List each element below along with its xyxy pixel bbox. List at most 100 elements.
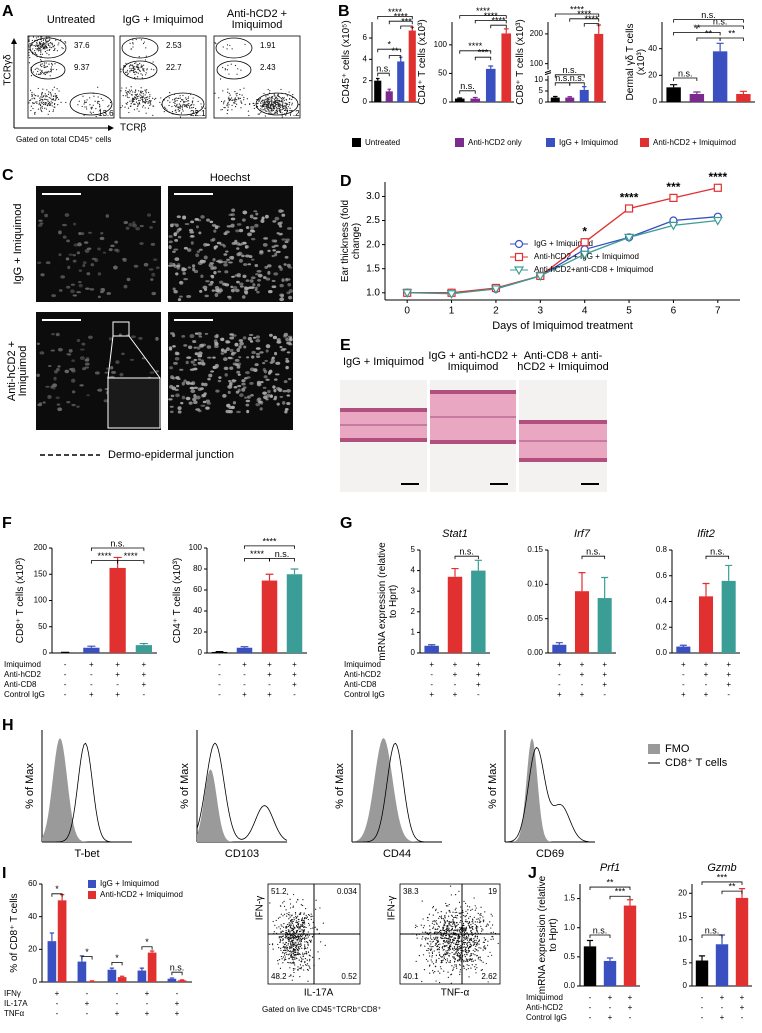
event-dot [485, 948, 486, 949]
event-dot [435, 937, 436, 938]
event-dot [155, 98, 156, 99]
event-dot [133, 67, 134, 68]
event-dot [460, 912, 461, 913]
fmo-histogram [42, 738, 132, 842]
event-dot [28, 55, 29, 56]
event-dot [305, 964, 306, 965]
event-dot [463, 947, 464, 948]
event-dot [299, 927, 300, 928]
nucleus [177, 263, 181, 267]
event-dot [265, 106, 266, 107]
event-dot [228, 97, 229, 98]
event-dot [466, 960, 467, 961]
nucleus [70, 289, 75, 293]
nucleus [138, 337, 142, 340]
event-dot [304, 961, 305, 962]
bar [713, 51, 727, 102]
nucleus [273, 389, 276, 392]
event-dot [44, 99, 45, 100]
nucleus [232, 352, 237, 354]
nucleus [242, 211, 247, 215]
event-dot [460, 916, 461, 917]
event-dot [428, 943, 429, 944]
event-dot [31, 98, 32, 99]
event-dot [57, 104, 58, 105]
marker [626, 205, 633, 212]
event-dot [131, 68, 132, 69]
nucleus [86, 272, 90, 275]
micrograph [168, 186, 293, 302]
event-dot [130, 106, 131, 107]
nucleus [258, 274, 263, 278]
event-dot [311, 940, 312, 941]
event-dot [135, 94, 136, 95]
significance-label: ** [728, 28, 736, 38]
bar [108, 970, 117, 982]
bar [448, 577, 462, 653]
event-dot [455, 949, 456, 950]
significance-label: n.s. [376, 64, 391, 74]
event-dot [465, 939, 466, 940]
event-dot [284, 954, 285, 955]
event-dot [40, 44, 41, 45]
event-dot [223, 103, 224, 104]
event-dot [297, 952, 298, 953]
event-dot [282, 101, 283, 102]
condition-sign: + [89, 660, 94, 669]
event-dot [44, 47, 45, 48]
nucleus [288, 378, 291, 380]
nucleus [252, 283, 255, 286]
event-dot [429, 929, 430, 930]
nucleus [253, 337, 256, 339]
event-dot [45, 51, 46, 52]
event-dot [304, 921, 305, 922]
y-tick-label: 2.5 [366, 215, 380, 226]
event-dot [300, 957, 301, 958]
nucleus [242, 218, 246, 221]
event-dot [31, 96, 32, 97]
event-dot [448, 928, 449, 929]
event-dot [449, 942, 450, 943]
nucleus [64, 370, 69, 374]
nucleus [235, 359, 240, 362]
event-dot [308, 970, 309, 971]
significance-label: * [145, 937, 149, 947]
nucleus [256, 335, 260, 338]
event-dot [458, 955, 459, 956]
gate-percent: 2.53 [166, 41, 182, 50]
event-dot [143, 105, 144, 106]
event-dot [288, 954, 289, 955]
nucleus [227, 385, 232, 389]
arrow-head [11, 38, 17, 44]
nucleus [250, 286, 255, 288]
event-dot [446, 953, 447, 954]
condition-sign: + [628, 1003, 633, 1012]
event-dot [442, 956, 443, 957]
nucleus [282, 348, 287, 350]
nucleus [111, 371, 116, 374]
event-dot [427, 938, 428, 939]
nucleus [288, 343, 292, 345]
significance-label: n.s. [705, 925, 720, 935]
event-dot [463, 942, 464, 943]
event-dot [288, 914, 289, 915]
event-dot [459, 971, 460, 972]
event-dot [446, 938, 447, 939]
event-dot [300, 943, 301, 944]
condition-sign: + [580, 690, 585, 699]
event-dot [108, 105, 109, 106]
event-dot [271, 113, 272, 114]
event-dot [45, 104, 46, 105]
event-dot [490, 927, 491, 928]
nucleus [202, 394, 206, 397]
event-dot [456, 944, 457, 945]
event-dot [432, 921, 433, 922]
nucleus [215, 225, 218, 229]
event-dot [445, 917, 446, 918]
event-dot [42, 89, 43, 90]
condition-sign: - [243, 670, 246, 679]
event-dot [243, 88, 244, 89]
event-dot [470, 953, 471, 954]
nucleus [53, 377, 56, 381]
bar [604, 961, 616, 986]
